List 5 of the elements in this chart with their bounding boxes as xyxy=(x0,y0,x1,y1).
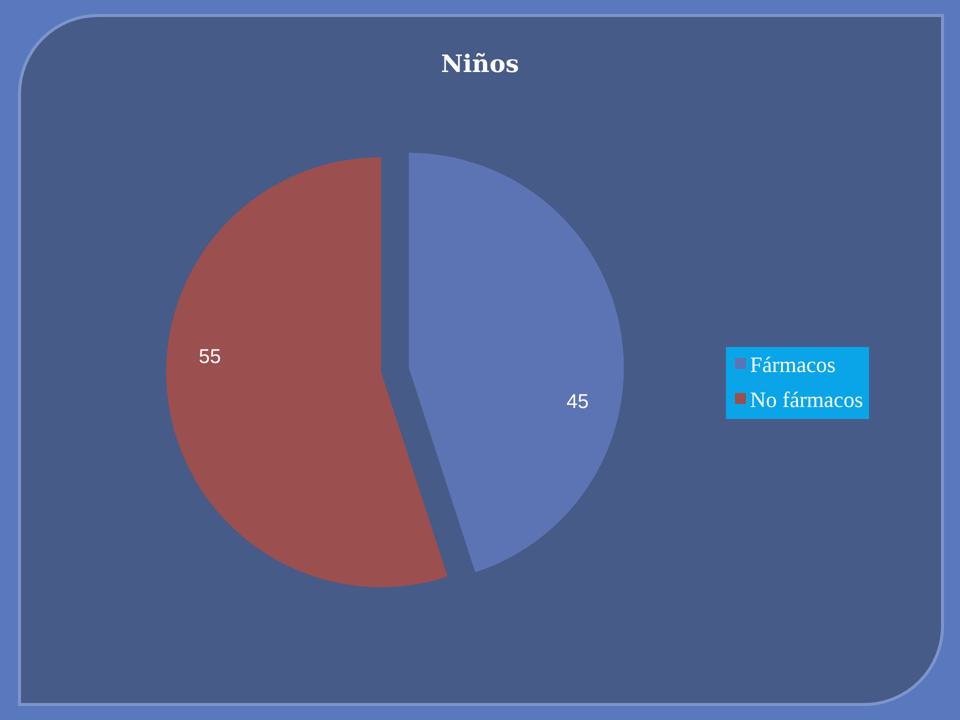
chart-title: Niños xyxy=(440,49,520,78)
data-label: 45 xyxy=(566,390,589,413)
legend-label: Fármacos xyxy=(750,352,836,377)
legend-label: No fármacos xyxy=(750,387,864,412)
data-label: 55 xyxy=(198,346,222,368)
